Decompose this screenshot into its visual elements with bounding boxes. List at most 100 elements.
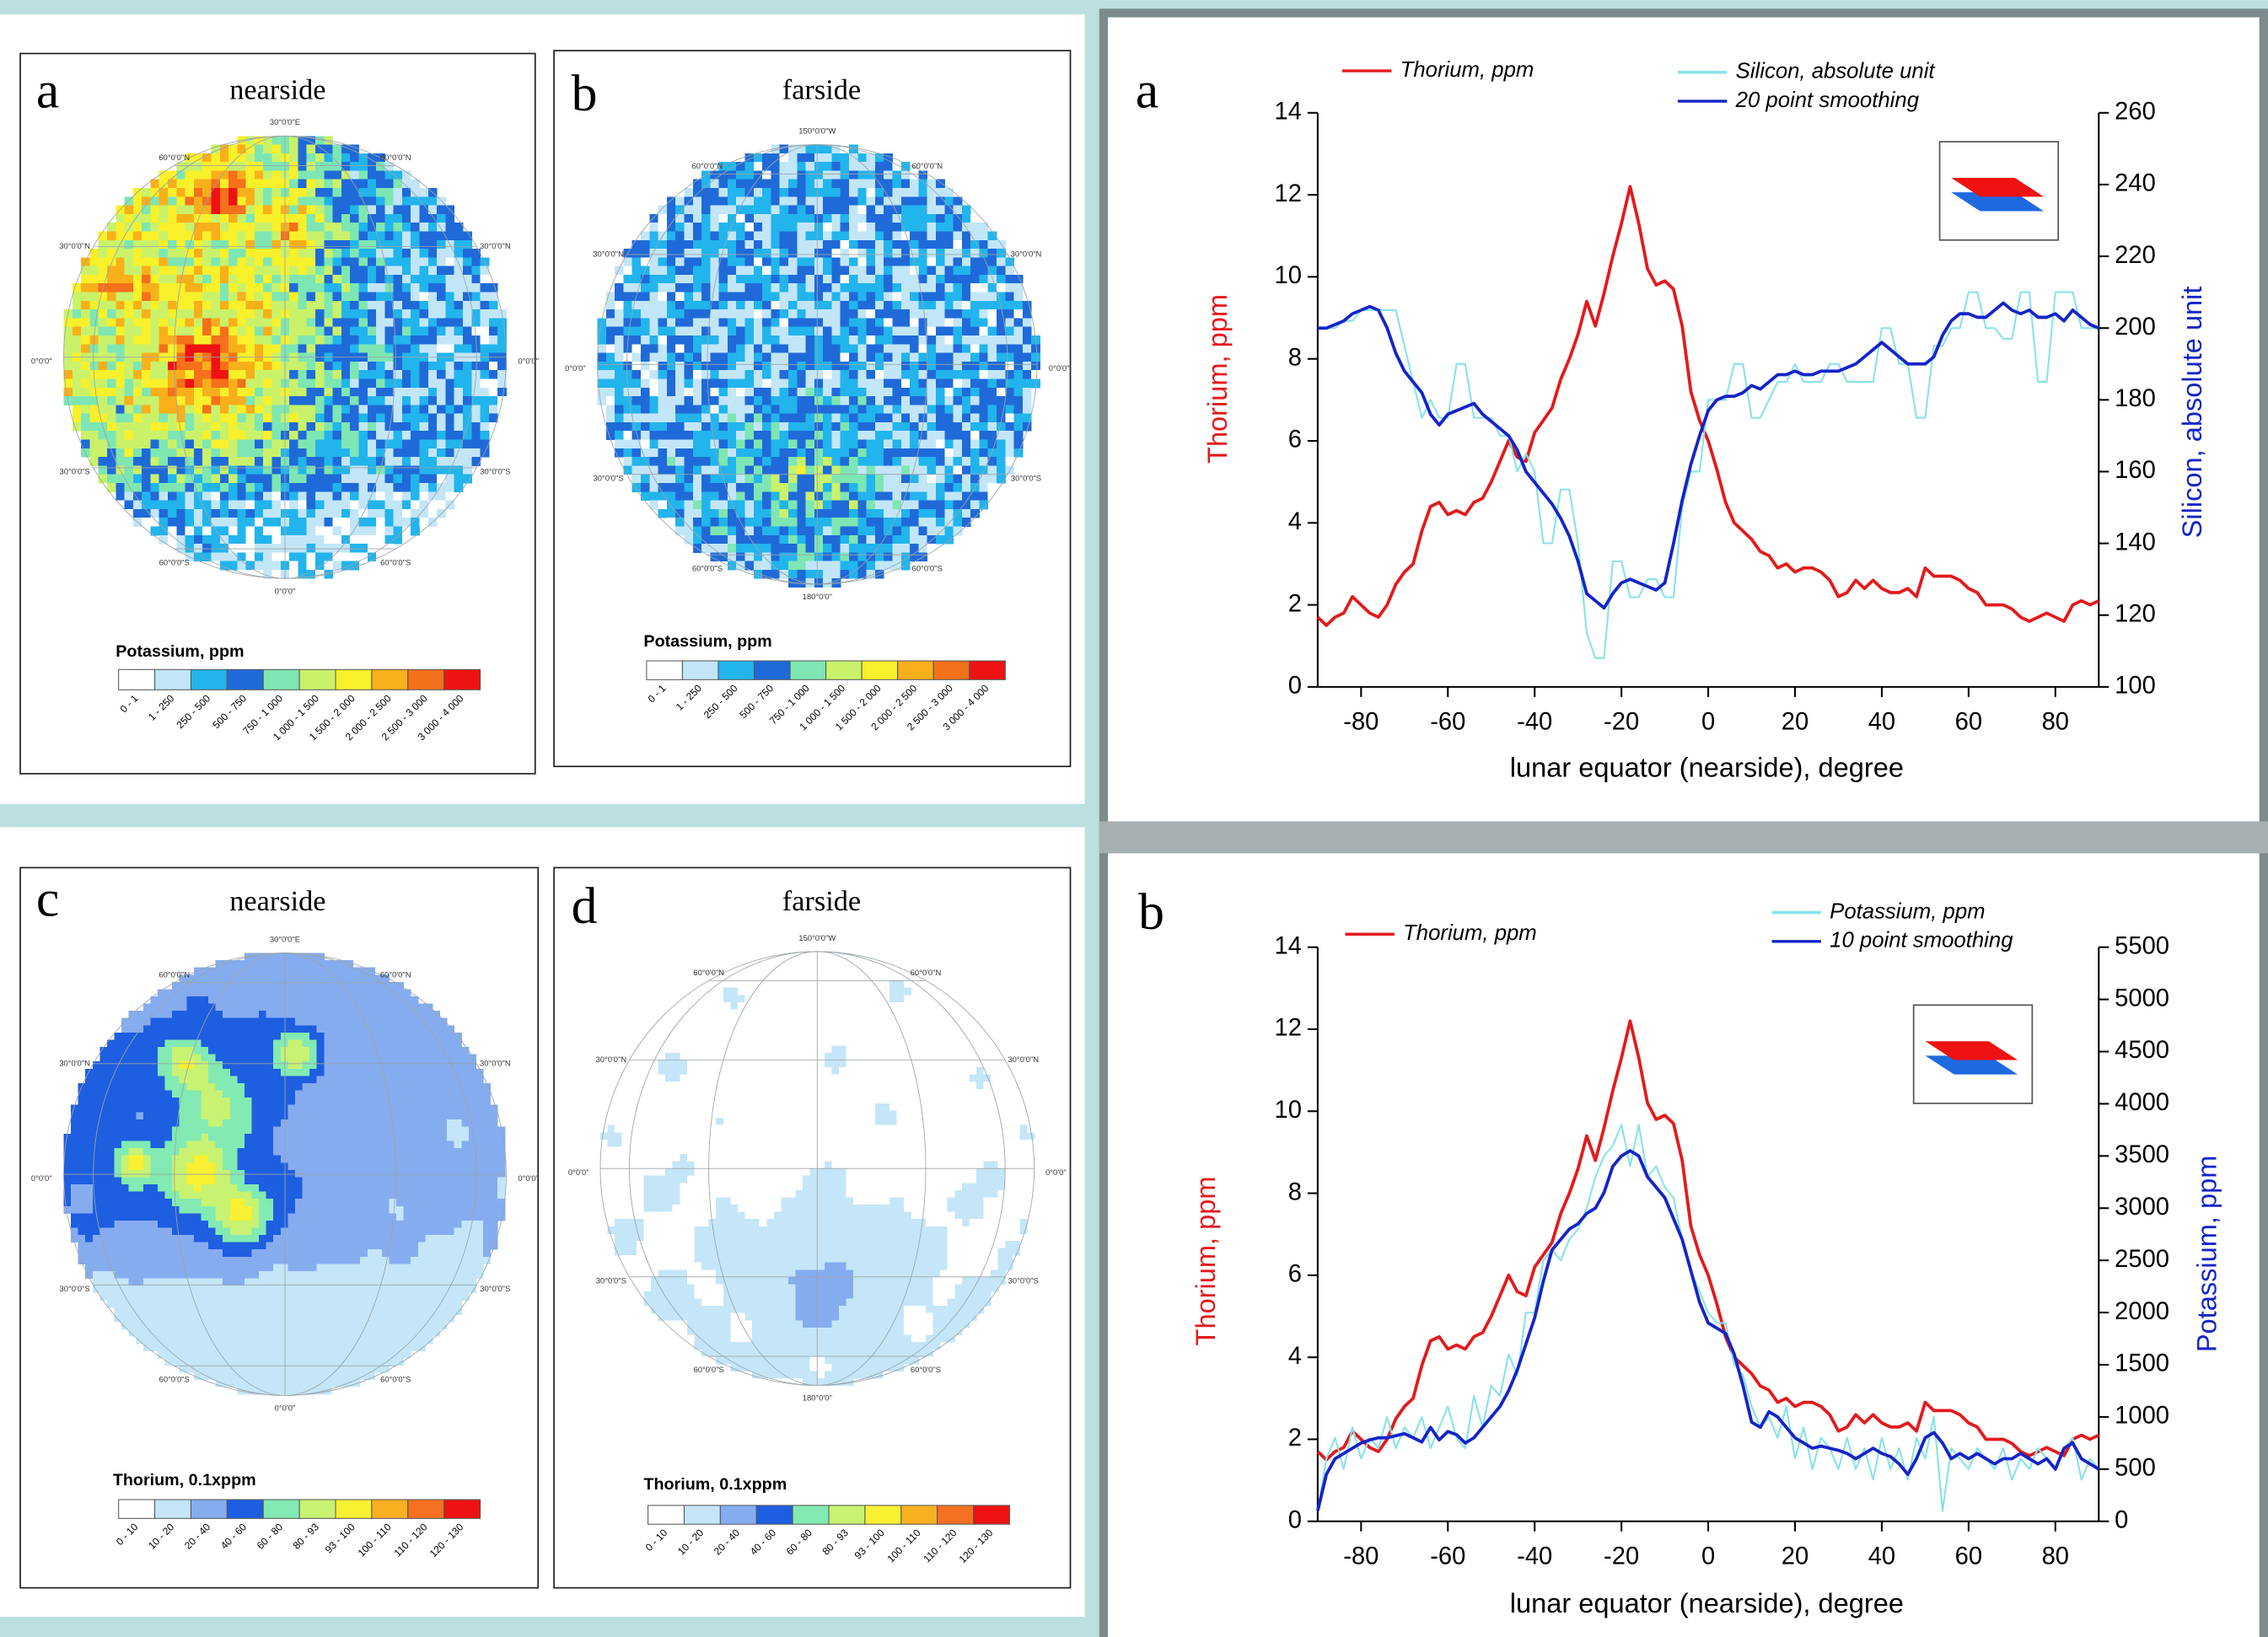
map-cell (125, 318, 134, 327)
map-cell (754, 335, 763, 345)
map-cell (201, 1011, 208, 1018)
map-cell (186, 1257, 194, 1264)
map-cell (875, 266, 884, 276)
map-cell (719, 240, 728, 250)
map-cell (165, 1098, 173, 1105)
map-cell (115, 1112, 122, 1119)
map-cell (81, 275, 90, 284)
map-cell (158, 1047, 165, 1055)
map-cell (194, 535, 203, 545)
map-cell (728, 223, 737, 232)
map-cell (893, 465, 902, 475)
map-cell (333, 518, 342, 527)
map-cell (143, 1033, 151, 1040)
map-cell (107, 1170, 115, 1178)
map-cell (428, 440, 438, 449)
map-cell (454, 362, 464, 371)
map-cell (358, 448, 368, 458)
map-cell (350, 170, 359, 180)
map-cell (307, 475, 316, 484)
map-cell (107, 1105, 115, 1113)
map-cell (125, 388, 134, 397)
map-cell (701, 196, 711, 206)
map-cell (150, 483, 159, 492)
map-cell (211, 561, 220, 571)
map-cell (658, 327, 668, 336)
map-cell (237, 293, 246, 302)
map-cell (125, 206, 134, 215)
map-cell (186, 1235, 194, 1243)
map-cell (358, 223, 368, 232)
map-cell (649, 422, 658, 432)
map-cell (944, 501, 954, 510)
map-cell (736, 275, 745, 284)
map-cell (841, 501, 850, 510)
map-cell (143, 1271, 151, 1279)
map-cell (99, 1141, 107, 1149)
map-cell (884, 544, 893, 553)
map-cell (220, 526, 229, 535)
map-cell (237, 231, 246, 240)
map-cell (107, 318, 116, 327)
map-cell (298, 257, 307, 266)
map-cell (107, 1271, 115, 1279)
map-cell (936, 196, 945, 206)
map-cell (358, 362, 368, 371)
map-cell (194, 188, 203, 197)
map-cell (376, 414, 385, 423)
map-cell (428, 196, 438, 206)
map-cell (454, 275, 464, 284)
map-cell (745, 396, 755, 405)
map-cell (745, 544, 755, 553)
graticule-label: 60°0'0"N (380, 153, 411, 162)
map-cell (901, 483, 911, 492)
map-cell (797, 335, 806, 345)
map-cell (194, 1329, 202, 1337)
map-cell (324, 440, 333, 449)
map-cell (736, 170, 745, 180)
map-cell (454, 327, 464, 336)
map-cell (641, 327, 650, 336)
map-cell (220, 293, 229, 302)
map-cell (121, 1091, 129, 1098)
map-cell (185, 327, 195, 336)
map-cell (158, 1076, 165, 1083)
map-cell (237, 465, 246, 475)
map-cell (136, 1329, 143, 1337)
map-cell (368, 275, 377, 284)
map-cell (307, 518, 316, 527)
map-cell (168, 301, 177, 310)
map-cell (298, 240, 307, 250)
map-cell (185, 275, 195, 284)
map-cell (315, 475, 325, 484)
map-cell (771, 440, 780, 449)
map-cell (368, 378, 377, 388)
map-cell (454, 231, 464, 240)
map-cell (910, 327, 919, 336)
map-cell (893, 335, 902, 345)
map-cell (129, 1141, 137, 1149)
map-cell (133, 240, 142, 250)
map-cell (970, 440, 980, 449)
map-cell (857, 327, 867, 336)
map-cell (143, 1177, 151, 1184)
map-cell (745, 257, 755, 266)
map-cell (324, 465, 333, 475)
map-cell (849, 518, 858, 527)
map-cell (172, 1076, 180, 1083)
map-cell (454, 293, 464, 302)
map-cell (125, 465, 134, 475)
map-cell (849, 196, 858, 206)
map-cell (771, 327, 780, 336)
map-cell (471, 266, 481, 276)
map-cell (710, 318, 719, 327)
map-cell (384, 370, 394, 379)
map-cell (99, 1055, 107, 1062)
map-cell (762, 327, 771, 336)
map-cell (710, 414, 719, 423)
map-cell (641, 362, 650, 371)
map-cell (918, 318, 927, 327)
map-cell (411, 283, 420, 293)
map-cell (85, 1243, 93, 1250)
map-cell (788, 240, 798, 250)
